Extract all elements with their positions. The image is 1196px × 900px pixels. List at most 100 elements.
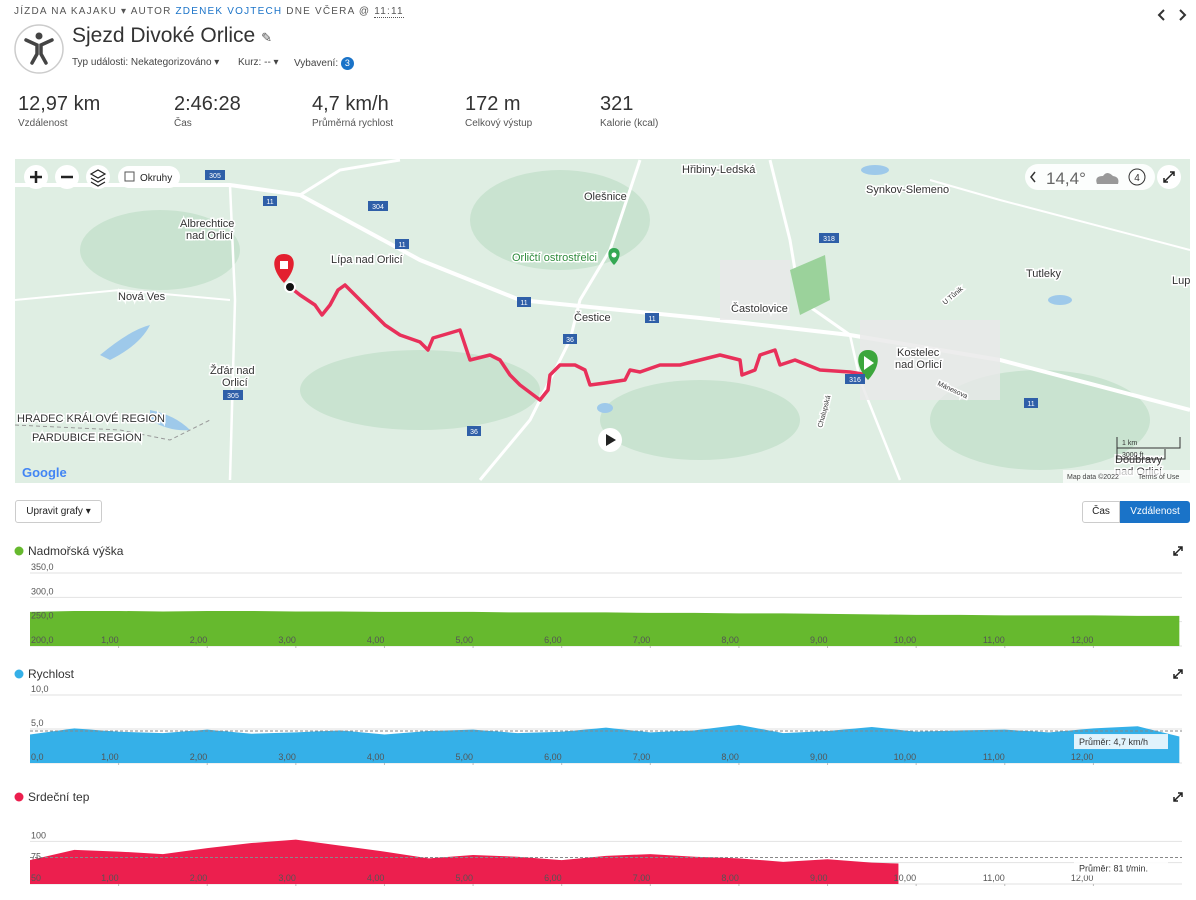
y-tick-label: 75 <box>31 852 41 862</box>
x-tick-label: 2,00 <box>190 635 208 645</box>
x-tick-label: 5,00 <box>456 752 474 762</box>
stat-label: Průměrná rychlost <box>312 118 394 129</box>
place-label: Orlicí <box>222 377 248 389</box>
place-label: Hřibiny-Ledská <box>682 164 756 176</box>
place-label: Čestice <box>574 311 611 324</box>
layers[interactable] <box>86 165 110 189</box>
author-label: AUTOR <box>130 6 172 17</box>
place-label: Lípa nad Orlicí <box>331 254 403 266</box>
google-logo: Google <box>22 465 67 480</box>
expand-icon[interactable] <box>1173 792 1183 802</box>
road-number: 305 <box>209 173 221 180</box>
average-label: Průměr: 4,7 km/h <box>1079 737 1148 747</box>
play[interactable] <box>598 428 622 452</box>
edit-charts[interactable]: Upravit grafy ▾ <box>15 500 102 523</box>
x-tick-label: 7,00 <box>633 873 651 883</box>
nav-arrows[interactable] <box>1152 6 1192 24</box>
activity-type[interactable]: JÍZDA NA KAJAKU <box>14 6 118 17</box>
scale-bar: 1 km 3000 ft <box>1116 437 1181 460</box>
road-number: 304 <box>372 204 384 211</box>
course[interactable]: Kurz: -- ▾ <box>238 57 279 68</box>
next[interactable] <box>1179 9 1187 21</box>
x-tick-label: 11,00 <box>983 873 1005 883</box>
chart-title: Rychlost <box>28 667 75 681</box>
road-number: 318 <box>823 236 835 243</box>
dropdown-arrow[interactable]: ▾ <box>121 6 128 17</box>
x-tick-label: 8,00 <box>721 873 739 883</box>
x-tick-label: 5,00 <box>456 873 474 883</box>
average-label: Průměr: 81 t/min. <box>1079 864 1148 874</box>
event-type[interactable]: Typ události: Nekategorizováno ▾ <box>72 57 220 68</box>
stat-value: 2:46:28 <box>174 93 241 115</box>
road-shields: 305 11 304 11 11 11 36 318 316 305 36 11 <box>205 170 1038 436</box>
region-label: HRADEC KRÁLOVÉ REGION <box>17 412 165 425</box>
place-label: nad Orlicí <box>895 359 942 371</box>
place-label: Albrechtice <box>180 218 234 230</box>
terms[interactable]: Terms of Use <box>1138 474 1179 481</box>
x-tick-label: 4,00 <box>367 752 385 762</box>
x-tick-label: 2,00 <box>190 752 208 762</box>
expand-icon[interactable] <box>1173 546 1183 556</box>
place-label: Lup <box>1172 275 1190 287</box>
laps-toggle[interactable]: Okruhy <box>118 166 180 188</box>
x-tick-label: 5,00 <box>456 635 474 645</box>
y-tick-label: 50 <box>31 873 41 883</box>
author-link[interactable]: ZDENEK VOJTECH <box>175 6 283 17</box>
y-tick-label: 350,0 <box>31 562 54 572</box>
start-marker[interactable] <box>858 350 878 380</box>
place-label: Častolovice <box>731 302 788 315</box>
water <box>100 165 1072 431</box>
chart-title: Nadmořská výška <box>28 544 124 558</box>
fullscreen[interactable] <box>1157 165 1181 189</box>
y-tick-label: 250,0 <box>31 611 54 621</box>
x-tick-label: 3,00 <box>278 752 296 762</box>
y-tick-label: 300,0 <box>31 586 54 596</box>
place-label: Žďár nad <box>210 364 255 377</box>
x-tick-label: 12,00 <box>1071 873 1094 883</box>
prev[interactable] <box>1157 9 1165 21</box>
place-label: Kostelec <box>897 347 940 359</box>
x-tick-label: 8,00 <box>721 635 739 645</box>
road-number: 11 <box>1027 401 1034 408</box>
zoom-out[interactable] <box>55 165 79 189</box>
x-tick-label: 9,00 <box>810 635 828 645</box>
activity-title[interactable]: Sjezd Divoké Orlice ✎ <box>72 24 272 48</box>
x-tick-label: 11,00 <box>983 752 1005 762</box>
road-number: 11 <box>520 300 527 307</box>
area <box>30 610 1180 646</box>
gear[interactable]: Vybavení: 3 <box>294 57 354 70</box>
stat-label: Čas <box>174 118 192 129</box>
distance-toggle[interactable]: Vzdálenost <box>1120 501 1190 523</box>
zoom-in[interactable] <box>24 165 48 189</box>
place-label: Olešnice <box>584 191 627 203</box>
town-area <box>720 260 790 320</box>
charts: Nadmořská výška 200,0 250,0 300,0 350,0 1,00 2… <box>14 544 1183 886</box>
road-number: 36 <box>566 337 574 344</box>
x-tick-label: 4,00 <box>367 635 385 645</box>
end-marker[interactable] <box>274 254 296 293</box>
map[interactable]: 305 11 304 11 11 11 36 318 316 305 36 11… <box>15 159 1190 483</box>
edit-icon[interactable]: ✎ <box>261 30 272 45</box>
x-tick-label: 3,00 <box>278 873 296 883</box>
average-box <box>1074 860 1168 876</box>
x-tick-label: 1,00 <box>101 635 119 645</box>
y-tick-label: 100 <box>31 830 46 840</box>
x-tick-label: 6,00 <box>544 752 562 762</box>
x-tick-label: 7,00 <box>633 752 651 762</box>
temperature: 14,4° <box>1046 169 1086 188</box>
scale-km: 1 km <box>1122 440 1137 447</box>
x-tick-label: 9,00 <box>810 873 828 883</box>
poi-marker <box>608 248 620 265</box>
stat-label: Vzdálenost <box>18 118 68 129</box>
x-tick-label: 12,00 <box>1071 752 1094 762</box>
x-tick-label: 6,00 <box>544 873 562 883</box>
area <box>30 839 899 884</box>
expand-icon[interactable] <box>1173 669 1183 679</box>
road-number: 316 <box>849 377 861 384</box>
legend-dot <box>14 546 24 556</box>
weather[interactable]: 14,4° 4 <box>1025 164 1155 190</box>
wind-speed: 4 <box>1134 173 1140 184</box>
area <box>30 724 1180 763</box>
time-toggle[interactable]: Čas <box>1082 501 1120 523</box>
